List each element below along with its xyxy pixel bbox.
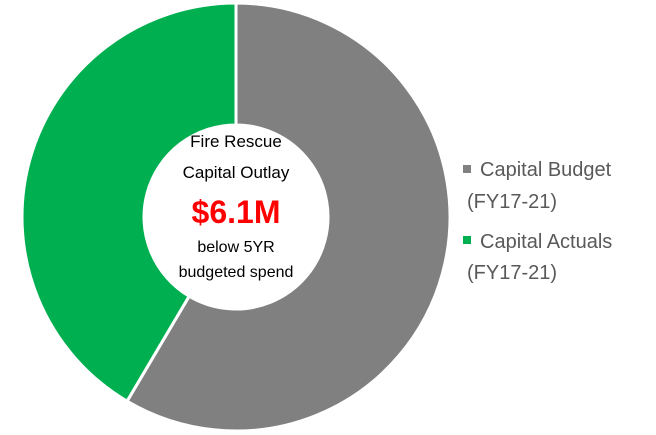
center-label-highlight: $6.1M (192, 194, 281, 230)
center-label-line4: budgeted spend (179, 264, 294, 281)
legend-label-capital-budget-line2: (FY17-21) (467, 191, 557, 213)
center-label: Fire Rescue Capital Outlay $6.1M below 5… (179, 132, 294, 281)
slice-capital-budget-fy17-21 (125, 1, 452, 433)
center-label-line3: below 5YR (197, 239, 274, 256)
legend-swatch-capital-budget (463, 165, 471, 173)
donut-slices (20, 1, 452, 433)
slice-capital-actuals-fy17-21 (20, 1, 238, 404)
legend: Capital Budget (FY17-21) Capital Actuals… (463, 159, 612, 284)
legend-label-capital-actuals-line2: (FY17-21) (467, 262, 557, 284)
center-label-line1: Fire Rescue (190, 132, 282, 151)
legend-swatch-capital-actuals (463, 236, 471, 244)
center-label-line2: Capital Outlay (183, 163, 290, 182)
legend-label-capital-actuals-line1: Capital Actuals (480, 231, 612, 253)
legend-label-capital-budget-line1: Capital Budget (480, 159, 612, 181)
